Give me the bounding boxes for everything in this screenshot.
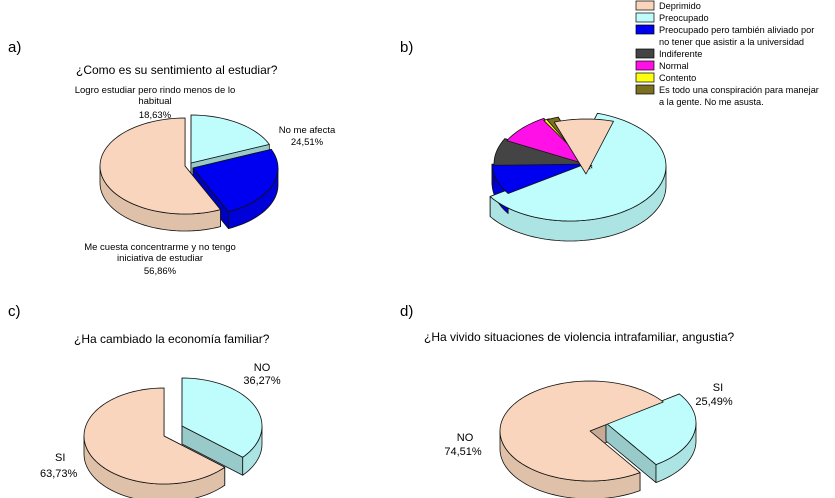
pie-slice [190, 114, 270, 164]
legend-swatch [635, 72, 655, 83]
panel-label-c: c) [8, 303, 21, 320]
pie-slice [83, 387, 226, 485]
pie-slice [99, 117, 221, 215]
data-label: 56,86% [144, 266, 177, 277]
legend-item: Indiferente [635, 48, 702, 59]
legend-item: Contento [635, 72, 696, 83]
panel-label-a: a) [8, 39, 21, 56]
pie-slice [181, 377, 263, 458]
legend-label: Deprimido [659, 1, 701, 11]
slice-label: SI [55, 452, 65, 464]
legend-label: Preocupado [659, 13, 709, 23]
chart-title-d: ¿Ha vivido situaciones de violencia intr… [424, 330, 734, 344]
legend-swatch [635, 48, 655, 59]
slice-label: SI [713, 382, 723, 394]
legend-item: Preocupado [635, 12, 709, 23]
legend-label: no tener que asistir a la universidad [659, 37, 804, 47]
legend-label: Indiferente [659, 49, 702, 59]
legend-label: Normal [659, 61, 689, 71]
pie-chart-a [99, 114, 279, 232]
pie-chart-c [83, 377, 263, 498]
panel-label-b: b) [400, 39, 413, 56]
legend-item: Normal [635, 60, 689, 71]
legend-swatch [635, 84, 655, 95]
legend-label: Preocupado pero también aliviado por [659, 25, 814, 35]
slice-label: Me cuesta concentrarme y no tengo [84, 242, 236, 253]
legend-label: Es todo una conspiración para manejar [659, 85, 819, 95]
data-label: 18,63% [139, 110, 172, 121]
legend-item: Es todo una conspiración para manejar a l… [635, 84, 819, 107]
pie-slice [605, 393, 697, 465]
legend-swatch [635, 60, 655, 71]
pie-slice [491, 162, 589, 194]
slice-label: NO [254, 362, 271, 374]
legend-swatch [635, 0, 655, 11]
legend-label: Contento [659, 73, 696, 83]
slice-labels-c: NO 36,27% SI 63,73% [40, 362, 281, 480]
pie-chart-b [489, 112, 667, 242]
data-label: 74,51% [444, 446, 482, 458]
legend-item: Preocupado pero también aliviado por no t… [635, 24, 814, 47]
pie-layer [83, 112, 697, 498]
slice-label: No me afecta [279, 125, 336, 136]
legend-label: a la gente. No me asusta. [659, 97, 764, 107]
slice-labels-a: Logro estudiar pero rindo menos de lo ha… [75, 85, 336, 277]
data-label: 24,51% [291, 137, 324, 148]
slice-label: NO [457, 432, 474, 444]
pie-slice [192, 148, 279, 213]
legend-swatch [635, 12, 655, 23]
pie-slice [553, 118, 614, 175]
slice-label: habitual [138, 96, 171, 107]
legend-item: Deprimido [635, 0, 701, 11]
slice-label: iniciativa de estudiar [117, 253, 203, 264]
pie-slice [506, 118, 593, 167]
pie-slice [499, 380, 664, 482]
panel-label-d: d) [400, 303, 413, 320]
chart-title-c: ¿Ha cambiado la economía familiar? [74, 332, 270, 346]
data-label: 25,49% [695, 396, 733, 408]
legend-swatch [635, 24, 655, 35]
data-label: 36,27% [243, 375, 281, 387]
data-label: 63,73% [40, 468, 78, 480]
slice-label: Logro estudiar pero rindo menos de lo [75, 85, 236, 96]
chart-title-a: ¿Como es su sentimiento al estudiar? [76, 63, 278, 77]
slice-labels-d: SI 25,49% NO 74,51% [444, 382, 733, 458]
pie-chart-d [499, 380, 697, 498]
